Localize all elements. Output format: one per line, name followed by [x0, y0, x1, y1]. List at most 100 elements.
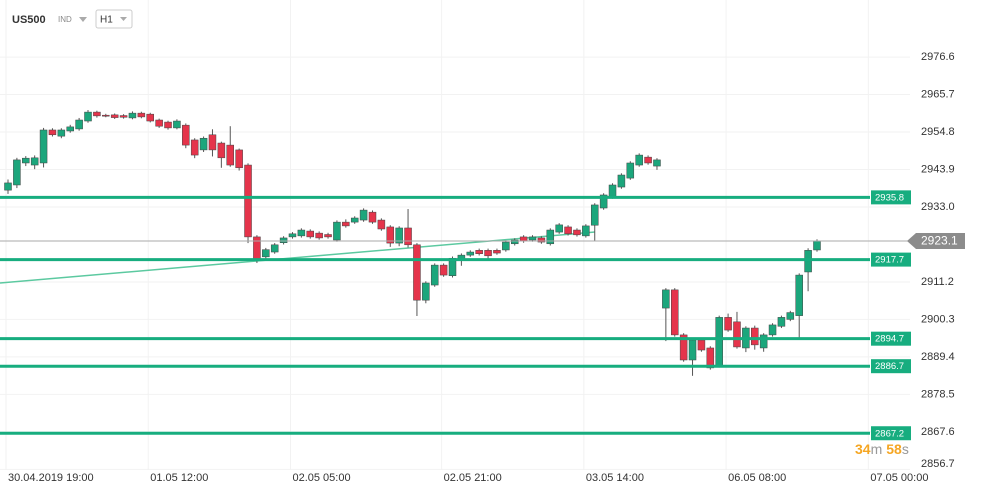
candle-body [777, 317, 786, 327]
candle-body [39, 129, 48, 164]
y-tick-label: 2976.6 [921, 51, 955, 63]
candle-body [119, 115, 128, 118]
candle-body [617, 174, 626, 188]
candle-body [262, 249, 270, 258]
candle-body [377, 219, 386, 230]
x-tick-label: 06.05 08:00 [728, 472, 786, 484]
candle-body [679, 334, 688, 361]
candle-body [102, 114, 110, 117]
candle-body [164, 121, 172, 129]
candle-body [226, 144, 234, 166]
candle-body [137, 112, 146, 118]
timeframe-box[interactable] [95, 9, 133, 29]
x-tick-label: 03.05 14:00 [586, 472, 644, 484]
candle-body [253, 236, 261, 261]
candle-body [333, 221, 341, 241]
timeframe-dropdown[interactable] [120, 17, 127, 21]
candle-body [519, 236, 528, 242]
candle-body [359, 209, 368, 221]
candle-body [190, 139, 199, 156]
candle-body [510, 239, 519, 245]
candle-body [786, 312, 795, 320]
candle-body [546, 229, 555, 245]
level-label: 2886.7 [875, 361, 904, 372]
candle-body [110, 114, 119, 118]
candle-body [751, 327, 759, 346]
candle-body [235, 149, 243, 169]
candle-body [244, 164, 252, 238]
candle-body [430, 264, 439, 286]
candle-body [324, 234, 332, 238]
level-tag [871, 359, 911, 374]
level-tag [871, 426, 911, 441]
candle-body [422, 282, 430, 301]
candle-body [626, 162, 635, 179]
candle-body [386, 226, 395, 244]
candle-body [13, 159, 21, 186]
candle-body [590, 204, 599, 226]
trend-line [0, 231, 596, 284]
market: IND [58, 15, 72, 24]
candle-body [484, 250, 492, 257]
symbol-dropdown[interactable] [79, 17, 87, 22]
candle-body [279, 237, 288, 244]
candle-body [306, 230, 315, 238]
candle-body [413, 244, 421, 301]
candle-body [146, 113, 154, 122]
level-label: 2894.7 [875, 334, 904, 345]
level-tag [871, 190, 911, 205]
candle-body [199, 137, 208, 151]
y-tick-label: 2867.6 [921, 426, 955, 438]
candle-body [706, 347, 715, 369]
marks [4, 110, 821, 376]
candle-body [297, 229, 306, 237]
candle-body [582, 225, 590, 237]
x-tick-label: 07.05 00:00 [870, 472, 928, 484]
candle-body [155, 119, 163, 127]
y-tick-label: 2965.7 [921, 88, 955, 100]
candle-body [733, 321, 741, 348]
candle-body [564, 226, 572, 235]
level-label: 2867.2 [875, 428, 904, 439]
countdown-seconds: 58 [886, 441, 902, 457]
last-price-label: 2923.1 [921, 234, 958, 248]
y-tick-label: 2954.8 [921, 126, 955, 138]
grid [0, 0, 910, 470]
candle-body [66, 126, 74, 132]
candle-body [48, 129, 57, 136]
candle-body [493, 250, 501, 254]
candle-body [75, 119, 83, 130]
timeframe[interactable]: H1 [100, 15, 113, 26]
countdown: 34m 58s [855, 441, 909, 457]
candle-body [671, 289, 679, 336]
candle-body [635, 154, 643, 166]
last-price-tag [907, 233, 965, 250]
candle-body [368, 211, 377, 223]
candle-body [759, 334, 768, 349]
x-tick-label: 01.05 12:00 [150, 472, 208, 484]
candle-body [404, 227, 412, 246]
candle-body [395, 227, 403, 244]
candle-body [697, 339, 706, 351]
candle-body [715, 317, 723, 367]
y-tick-label: 2889.4 [921, 351, 955, 363]
candle-body [342, 221, 350, 227]
candle-body [688, 339, 697, 361]
candle-body [573, 229, 581, 236]
candle-body [30, 157, 39, 166]
candle-body [22, 157, 30, 164]
candle-body [528, 236, 537, 241]
y-tick-label: 2900.3 [921, 313, 955, 325]
candle-body [804, 250, 812, 273]
candle-body [270, 244, 279, 253]
candle-body [93, 111, 101, 117]
y-tick-label: 2943.9 [921, 163, 955, 175]
countdown-minutes: 34 [855, 441, 871, 457]
candle-body [128, 112, 137, 119]
candle-body [439, 264, 448, 276]
level-label: 2935.8 [875, 192, 904, 203]
symbol[interactable]: US500 [12, 14, 46, 26]
candle-body [608, 184, 617, 198]
candle-body [208, 134, 217, 151]
